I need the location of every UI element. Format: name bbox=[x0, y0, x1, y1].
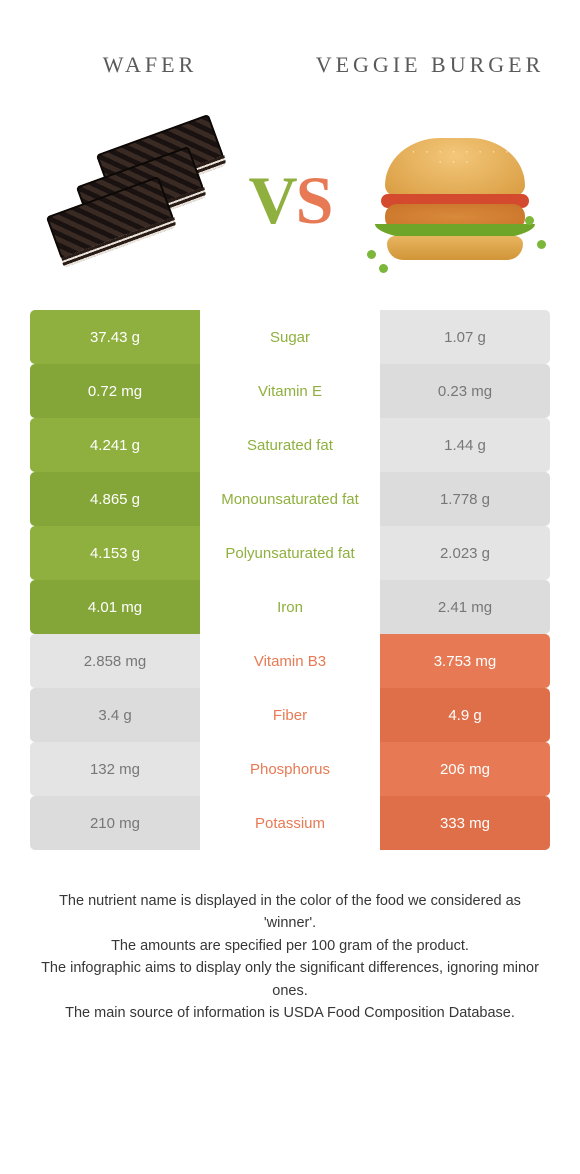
burger-icon bbox=[365, 120, 545, 280]
food-image-left bbox=[20, 125, 230, 275]
vs-label: VS bbox=[230, 161, 350, 240]
nutrient-value-right: 1.778 g bbox=[380, 472, 550, 526]
table-row: 0.72 mgVitamin E0.23 mg bbox=[30, 364, 550, 418]
nutrient-value-right: 333 mg bbox=[380, 796, 550, 850]
table-row: 4.241 gSaturated fat1.44 g bbox=[30, 418, 550, 472]
nutrient-value-right: 0.23 mg bbox=[380, 364, 550, 418]
table-row: 4.01 mgIron2.41 mg bbox=[30, 580, 550, 634]
nutrient-value-left: 4.865 g bbox=[30, 472, 200, 526]
hero-row: VS bbox=[0, 110, 580, 310]
table-row: 210 mgPotassium333 mg bbox=[30, 796, 550, 850]
nutrient-value-right: 206 mg bbox=[380, 742, 550, 796]
nutrient-value-left: 2.858 mg bbox=[30, 634, 200, 688]
nutrient-label: Sugar bbox=[200, 310, 380, 364]
table-row: 2.858 mgVitamin B33.753 mg bbox=[30, 634, 550, 688]
footnote-line: The main source of information is USDA F… bbox=[40, 1002, 540, 1024]
nutrient-table: 37.43 gSugar1.07 g0.72 mgVitamin E0.23 m… bbox=[0, 310, 580, 850]
nutrient-value-left: 210 mg bbox=[30, 796, 200, 850]
nutrient-value-right: 4.9 g bbox=[380, 688, 550, 742]
food-title-left: Wafer bbox=[20, 51, 280, 80]
nutrient-label: Monounsaturated fat bbox=[200, 472, 380, 526]
nutrient-label: Polyunsaturated fat bbox=[200, 526, 380, 580]
food-image-right bbox=[350, 120, 560, 280]
table-row: 4.865 gMonounsaturated fat1.778 g bbox=[30, 472, 550, 526]
nutrient-value-right: 2.023 g bbox=[380, 526, 550, 580]
nutrient-value-right: 2.41 mg bbox=[380, 580, 550, 634]
header-left: Wafer bbox=[20, 51, 280, 80]
nutrient-label: Saturated fat bbox=[200, 418, 380, 472]
nutrient-value-left: 132 mg bbox=[30, 742, 200, 796]
footnote-line: The nutrient name is displayed in the co… bbox=[40, 890, 540, 935]
footnotes: The nutrient name is displayed in the co… bbox=[0, 850, 580, 1025]
nutrient-label: Vitamin B3 bbox=[200, 634, 380, 688]
header: Wafer Veggie burger bbox=[0, 0, 580, 110]
nutrient-label: Fiber bbox=[200, 688, 380, 742]
nutrient-value-right: 3.753 mg bbox=[380, 634, 550, 688]
nutrient-value-left: 37.43 g bbox=[30, 310, 200, 364]
nutrient-label: Vitamin E bbox=[200, 364, 380, 418]
nutrient-label: Phosphorus bbox=[200, 742, 380, 796]
nutrient-value-right: 1.44 g bbox=[380, 418, 550, 472]
food-title-right: Veggie burger bbox=[300, 51, 560, 80]
table-row: 3.4 gFiber4.9 g bbox=[30, 688, 550, 742]
table-row: 37.43 gSugar1.07 g bbox=[30, 310, 550, 364]
nutrient-value-left: 0.72 mg bbox=[30, 364, 200, 418]
nutrient-value-left: 4.241 g bbox=[30, 418, 200, 472]
nutrient-value-right: 1.07 g bbox=[380, 310, 550, 364]
nutrient-value-left: 4.153 g bbox=[30, 526, 200, 580]
table-row: 4.153 gPolyunsaturated fat2.023 g bbox=[30, 526, 550, 580]
wafer-icon bbox=[40, 125, 210, 275]
footnote-line: The infographic aims to display only the… bbox=[40, 957, 540, 1002]
table-row: 132 mgPhosphorus206 mg bbox=[30, 742, 550, 796]
footnote-line: The amounts are specified per 100 gram o… bbox=[40, 935, 540, 957]
nutrient-value-left: 4.01 mg bbox=[30, 580, 200, 634]
nutrient-label: Potassium bbox=[200, 796, 380, 850]
nutrient-value-left: 3.4 g bbox=[30, 688, 200, 742]
nutrient-label: Iron bbox=[200, 580, 380, 634]
header-right: Veggie burger bbox=[300, 51, 560, 80]
